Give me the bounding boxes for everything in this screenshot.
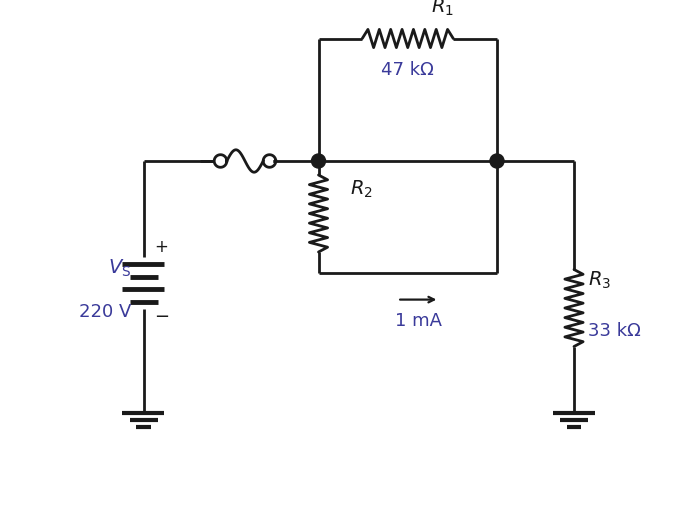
Text: $R_2$: $R_2$ [350,178,373,199]
Text: $R_1$: $R_1$ [431,0,454,18]
Circle shape [312,154,326,168]
Text: $R_3$: $R_3$ [588,269,611,291]
Circle shape [490,154,504,168]
Text: +: + [154,238,168,256]
Text: 1 mA: 1 mA [395,312,442,330]
Text: $V_\mathrm{S}$: $V_\mathrm{S}$ [108,257,131,279]
Text: −: − [154,308,169,326]
Text: 47 kΩ: 47 kΩ [382,61,434,79]
Text: 220 V: 220 V [78,303,131,321]
Text: 33 kΩ: 33 kΩ [588,322,640,340]
